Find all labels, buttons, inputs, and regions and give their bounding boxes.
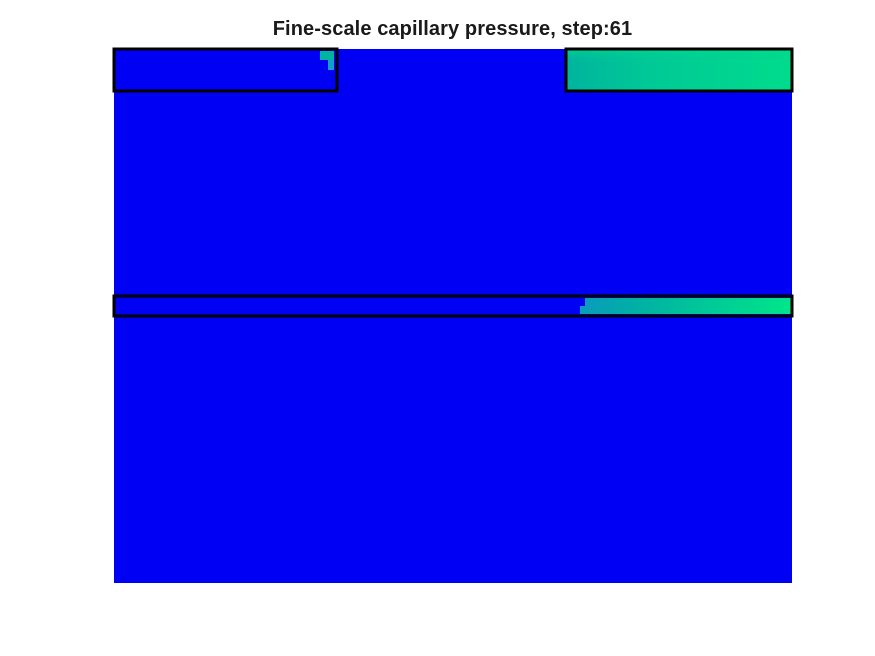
chart-title: Fine-scale capillary pressure, step:61: [272, 18, 633, 40]
top-right-block: [564, 47, 794, 93]
top-left-block: [112, 47, 339, 93]
middle-strip-green-zone: [585, 298, 792, 314]
middle-strip: [112, 294, 794, 318]
top-left-green-patch: [320, 51, 334, 60]
